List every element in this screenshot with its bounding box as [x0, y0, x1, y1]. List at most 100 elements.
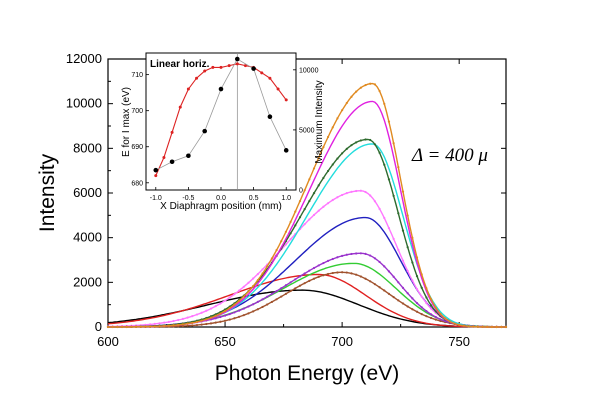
series-point-pink	[411, 279, 414, 282]
inset-intensity-point	[283, 148, 289, 153]
series-point-violet	[415, 301, 419, 305]
series-point-violet	[238, 309, 241, 312]
series-point-violet	[387, 270, 391, 273]
series-point-pink	[223, 299, 227, 302]
series-point-darkgreen	[345, 147, 348, 150]
series-point-pink	[429, 307, 433, 310]
series-point-violet	[214, 317, 217, 320]
series-point-brown	[266, 303, 269, 306]
series-point-brown	[420, 313, 423, 316]
series-point-pink	[303, 223, 306, 226]
series-point-violet	[401, 286, 405, 289]
series-point-orange	[252, 285, 255, 288]
series-point-orange	[364, 83, 367, 87]
series-point-orange	[359, 86, 362, 89]
series-point-brown	[359, 275, 362, 278]
series-point-darkgreen	[331, 163, 334, 166]
series-point-orange	[444, 317, 447, 320]
series-point-darkgreen	[415, 275, 419, 278]
series-point-violet	[359, 252, 362, 255]
series-point-darkgreen	[336, 157, 339, 160]
y-tick-label: 2000	[73, 274, 102, 289]
series-point-violet	[298, 275, 302, 278]
inset-intensity-point	[218, 86, 224, 92]
inset-energy-point	[276, 87, 280, 91]
series-point-orange	[317, 156, 320, 159]
inset-energy-point	[243, 64, 247, 68]
series-point-darkgreen	[383, 163, 386, 166]
series-point-darkgreen	[420, 286, 423, 289]
series-point-violet	[242, 307, 245, 310]
inset-energy-point	[211, 65, 215, 69]
series-point-violet	[219, 315, 222, 319]
series-point-pink	[345, 192, 348, 195]
series-point-violet	[383, 265, 386, 268]
series-point-brown	[214, 321, 217, 324]
series-point-orange	[280, 240, 283, 243]
series-point-pink	[228, 296, 231, 299]
series-point-orange	[177, 323, 180, 326]
series-point-orange	[472, 325, 475, 328]
series-point-brown	[191, 324, 194, 327]
series-point-pink	[149, 323, 152, 326]
series-point-violet	[406, 292, 409, 295]
series-point-brown	[284, 292, 288, 295]
inset-intensity-point	[169, 159, 175, 165]
series-point-violet	[373, 257, 376, 260]
series-point-violet	[397, 281, 400, 284]
series-point-brown	[439, 319, 442, 323]
series-point-orange	[387, 120, 391, 123]
series-point-violet	[261, 298, 264, 301]
inset-x-tick-label: 0.5	[249, 195, 259, 202]
series-point-pink	[359, 189, 362, 192]
series-point-brown	[397, 299, 400, 302]
series-point-orange	[186, 322, 189, 325]
series-point-orange	[326, 135, 330, 139]
y-tick-label: 10000	[66, 96, 102, 111]
series-point-darkgreen	[298, 216, 302, 219]
series-point-pink	[336, 196, 339, 199]
delta-annotation: Δ = 400 μ	[411, 145, 488, 166]
series-point-brown	[355, 273, 358, 276]
series-point-pink	[186, 316, 189, 319]
series-point-violet	[336, 256, 339, 259]
inset-energy-point	[186, 87, 190, 91]
inset-right-tick-label: 10000	[299, 67, 319, 74]
series-point-pink	[322, 205, 325, 208]
series-point-orange	[495, 325, 498, 329]
series-point-pink	[144, 323, 147, 326]
series-point-brown	[205, 322, 208, 326]
series-point-orange	[200, 319, 203, 322]
series-point-brown	[308, 279, 311, 282]
series-point-orange	[209, 316, 213, 319]
series-point-orange	[242, 295, 245, 298]
series-point-orange	[331, 126, 334, 129]
series-point-violet	[369, 254, 372, 257]
inset-energy-point	[235, 62, 239, 66]
series-point-brown	[242, 314, 245, 317]
series-point-pink	[331, 198, 334, 202]
series-point-darkgreen	[317, 184, 320, 187]
inset-title: Linear horiz.	[150, 59, 210, 70]
series-point-brown	[331, 271, 334, 275]
inset-plot: -1.0 -0.5 0.0 0.5 1.0 680 690 700 710 0 5000 1000…	[121, 52, 325, 212]
series-point-orange	[434, 306, 437, 309]
series-point-pink	[312, 213, 316, 217]
inset-x-tick-label: -1.0	[150, 195, 162, 202]
series-point-pink	[158, 322, 161, 325]
series-point-violet	[270, 292, 273, 296]
series-point-orange	[294, 210, 297, 213]
series-point-brown	[270, 300, 273, 304]
series-point-brown	[247, 312, 250, 315]
series-point-pink	[256, 272, 259, 276]
series-point-orange	[116, 325, 119, 329]
series-line-red	[107, 273, 506, 328]
inset-energy-point	[195, 76, 199, 80]
series-point-brown	[181, 324, 185, 328]
series-point-brown	[294, 287, 297, 290]
series-point-brown	[369, 280, 372, 283]
x-tick-label: 700	[331, 334, 353, 349]
inset-intensity-point	[186, 153, 191, 159]
series-point-brown	[383, 289, 386, 292]
series-point-pink	[261, 268, 264, 271]
